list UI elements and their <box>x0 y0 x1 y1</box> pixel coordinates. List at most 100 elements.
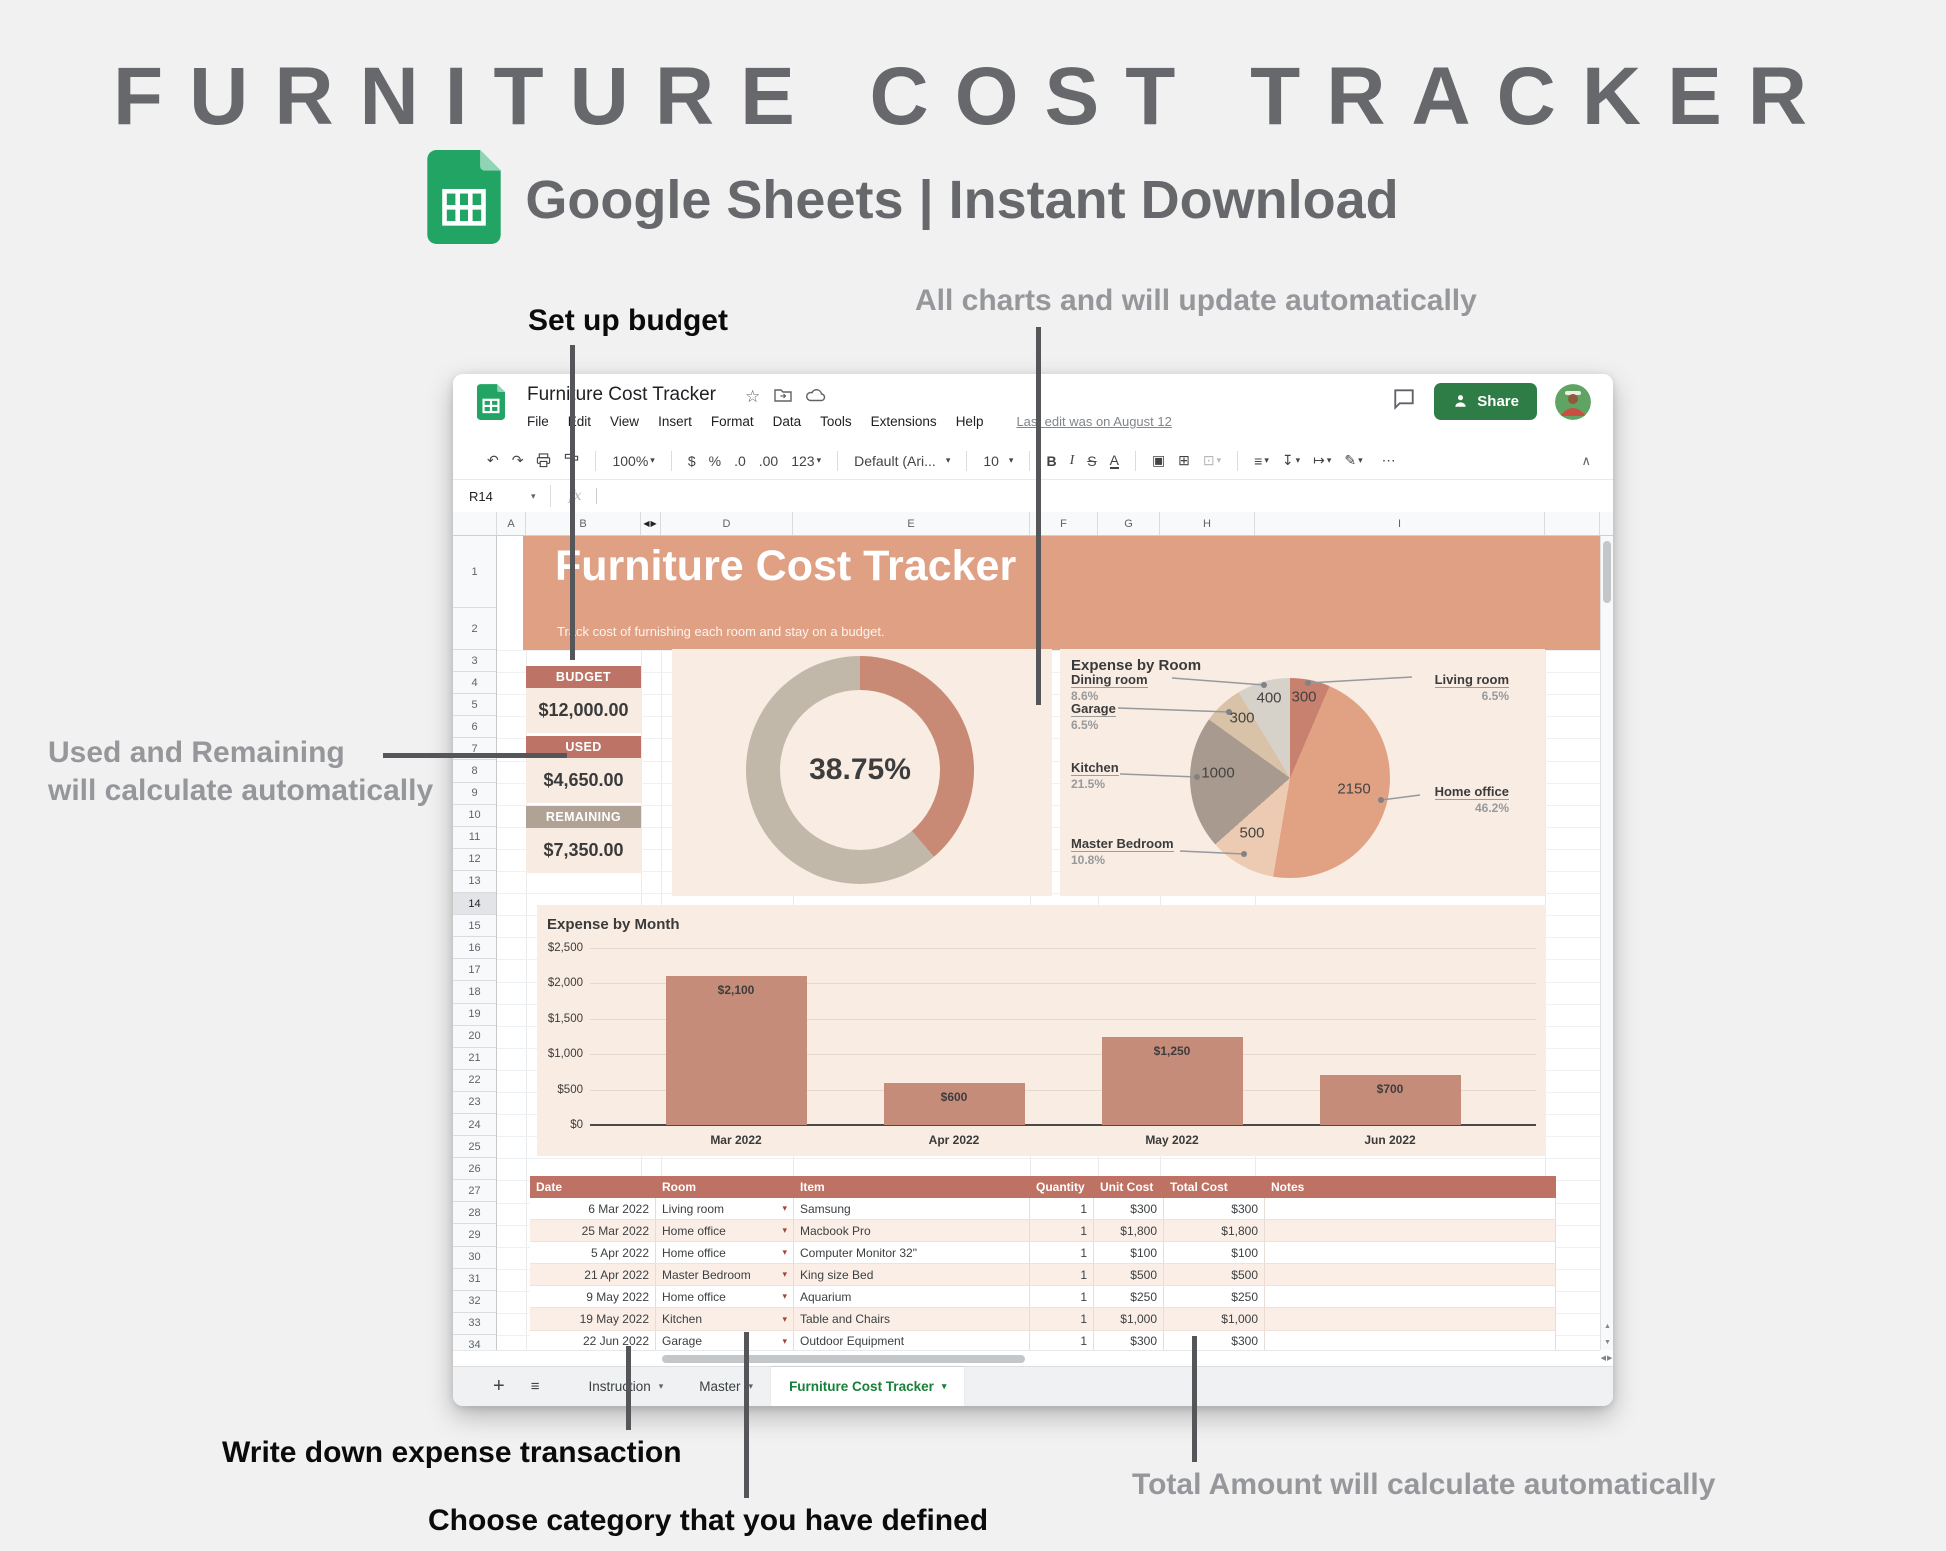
comment-icon[interactable] <box>1392 387 1416 416</box>
cell[interactable]: $100 <box>1164 1242 1265 1265</box>
vertical-scrollbar[interactable]: ▲ ▼ <box>1600 536 1613 1350</box>
row-header-21[interactable]: 21 <box>453 1048 496 1070</box>
collapse-toolbar-icon[interactable]: ∧ <box>1581 452 1591 468</box>
cell[interactable]: $1,800 <box>1094 1220 1164 1243</box>
borders-icon[interactable]: ⊞ <box>1178 452 1190 468</box>
row-header-2[interactable]: 2 <box>453 608 496 650</box>
col-header-h[interactable]: H <box>1160 512 1255 535</box>
cell[interactable] <box>1265 1198 1556 1221</box>
col-header-a[interactable]: A <box>497 512 526 535</box>
scroll-down-icon[interactable]: ▼ <box>1604 1338 1611 1346</box>
room-dropdown-icon[interactable]: ▾ <box>782 1335 787 1346</box>
room-dropdown-icon[interactable]: ▾ <box>782 1247 787 1258</box>
name-box[interactable]: R14 <box>469 488 493 504</box>
row-header-24[interactable]: 24 <box>453 1114 496 1137</box>
cell[interactable]: $1,800 <box>1164 1220 1265 1243</box>
row-header-27[interactable]: 27 <box>453 1180 496 1203</box>
table-header-date[interactable]: Date <box>536 1180 563 1194</box>
cell[interactable]: Aquarium <box>794 1286 1030 1309</box>
row-header-8[interactable]: 8 <box>453 760 496 783</box>
sheet-tab-instruction[interactable]: Instruction ▾ <box>588 1379 664 1394</box>
horizontal-scroll-arrows[interactable]: ◀ ▶ <box>1600 1355 1613 1362</box>
vertical-align-icon[interactable]: ↧ ▾ <box>1281 452 1301 468</box>
row-header-13[interactable]: 13 <box>453 871 496 894</box>
menu-view[interactable]: View <box>610 414 640 429</box>
move-folder-icon[interactable] <box>774 387 792 407</box>
col-header-b[interactable]: B <box>526 512 641 535</box>
cell[interactable]: Garage ▾ <box>656 1330 794 1350</box>
cell[interactable]: Computer Monitor 32" <box>794 1242 1030 1265</box>
cell[interactable] <box>1265 1308 1556 1331</box>
cell[interactable]: $300 <box>1164 1198 1265 1221</box>
row-header-31[interactable]: 31 <box>453 1269 496 1291</box>
text-wrap-icon[interactable]: ↦ ▾ <box>1313 452 1332 468</box>
room-dropdown-icon[interactable]: ▾ <box>782 1269 787 1280</box>
last-edit-link[interactable]: Last edit was on August 12 <box>1016 414 1172 429</box>
all-sheets-icon[interactable]: ≡ <box>530 1378 541 1395</box>
row-header-10[interactable]: 10 <box>453 805 496 827</box>
room-dropdown-icon[interactable]: ▾ <box>782 1313 787 1324</box>
cell[interactable]: $1,000 <box>1164 1308 1265 1331</box>
cell[interactable]: $300 <box>1094 1330 1164 1350</box>
row-header-33[interactable]: 33 <box>453 1313 496 1335</box>
text-rotation-icon[interactable]: ✎ ▾ <box>1344 452 1363 468</box>
row-header-17[interactable]: 17 <box>453 959 496 982</box>
cell[interactable]: Table and Chairs <box>794 1308 1030 1331</box>
col-header-g[interactable]: G <box>1098 512 1160 535</box>
table-header-quantity[interactable]: Quantity <box>1036 1180 1085 1194</box>
merge-cells-icon[interactable]: ⊡ ▾ <box>1202 452 1222 468</box>
row-header-34[interactable]: 34 <box>453 1335 496 1350</box>
menu-help[interactable]: Help <box>955 414 984 429</box>
text-color-icon[interactable]: A <box>1109 451 1119 469</box>
cell[interactable]: Samsung <box>794 1198 1030 1221</box>
row-header-12[interactable]: 12 <box>453 849 496 871</box>
row-header-18[interactable]: 18 <box>453 981 496 1004</box>
table-header-total-cost[interactable]: Total Cost <box>1170 1180 1228 1194</box>
cell[interactable] <box>1265 1242 1556 1265</box>
bold-icon[interactable]: B <box>1046 452 1057 469</box>
budget-value-budget[interactable]: $12,000.00 <box>526 688 641 733</box>
cell[interactable]: Home office ▾ <box>656 1286 794 1309</box>
table-header-unit-cost[interactable]: Unit Cost <box>1100 1180 1154 1194</box>
row-header-29[interactable]: 29 <box>453 1224 496 1247</box>
row-header-3[interactable]: 3 <box>453 650 496 673</box>
menu-insert[interactable]: Insert <box>658 414 692 429</box>
menu-format[interactable]: Format <box>710 414 754 429</box>
col-header-d[interactable]: D <box>661 512 793 535</box>
expense-by-room-chart[interactable]: Expense by Room Dining room 8.6% <box>1060 649 1545 896</box>
cloud-status-icon[interactable] <box>806 387 826 407</box>
cell[interactable]: 1 <box>1030 1330 1094 1350</box>
row-header-15[interactable]: 15 <box>453 915 496 938</box>
cell[interactable] <box>1265 1220 1556 1243</box>
horizontal-scrollbar[interactable] <box>453 1350 1600 1366</box>
cell[interactable]: 1 <box>1030 1242 1094 1265</box>
cell[interactable]: Master Bedroom ▾ <box>656 1264 794 1287</box>
cell[interactable]: $500 <box>1164 1264 1265 1287</box>
more-toolbar-icon[interactable]: ⋯ <box>1381 452 1396 468</box>
cell[interactable]: 19 May 2022 <box>530 1308 656 1331</box>
table-header-notes[interactable]: Notes <box>1271 1180 1305 1194</box>
room-dropdown-icon[interactable]: ▾ <box>782 1291 787 1302</box>
cell[interactable]: $300 <box>1164 1330 1265 1350</box>
avatar[interactable] <box>1555 383 1591 420</box>
formula-input[interactable] <box>595 488 597 504</box>
row-header-6[interactable]: 6 <box>453 716 496 739</box>
cell[interactable]: $300 <box>1094 1198 1164 1221</box>
cell[interactable]: 9 May 2022 <box>530 1286 656 1309</box>
budget-label-used[interactable]: USED <box>526 736 641 758</box>
sheet-header-band[interactable]: Furniture Cost Tracker Track cost of fur… <box>523 536 1600 650</box>
cell[interactable]: 6 Mar 2022 <box>530 1198 656 1221</box>
cell[interactable]: 1 <box>1030 1286 1094 1309</box>
format-currency-icon[interactable]: $ <box>687 452 696 469</box>
number-format-menu[interactable]: 123 ▾ <box>791 452 822 469</box>
menu-extensions[interactable]: Extensions <box>870 414 937 429</box>
italic-icon[interactable]: I <box>1069 452 1075 468</box>
budget-value-remaining[interactable]: $7,350.00 <box>526 828 641 873</box>
row-header-4[interactable]: 4 <box>453 672 496 695</box>
sheet-tab-furniture-cost-tracker[interactable]: Furniture Cost Tracker ▾ <box>771 1367 965 1406</box>
row-header-7[interactable]: 7 <box>453 738 496 761</box>
cell[interactable]: Home office ▾ <box>656 1242 794 1265</box>
cell[interactable]: 21 Apr 2022 <box>530 1264 656 1287</box>
row-header-5[interactable]: 5 <box>453 694 496 717</box>
cell[interactable] <box>1265 1286 1556 1309</box>
